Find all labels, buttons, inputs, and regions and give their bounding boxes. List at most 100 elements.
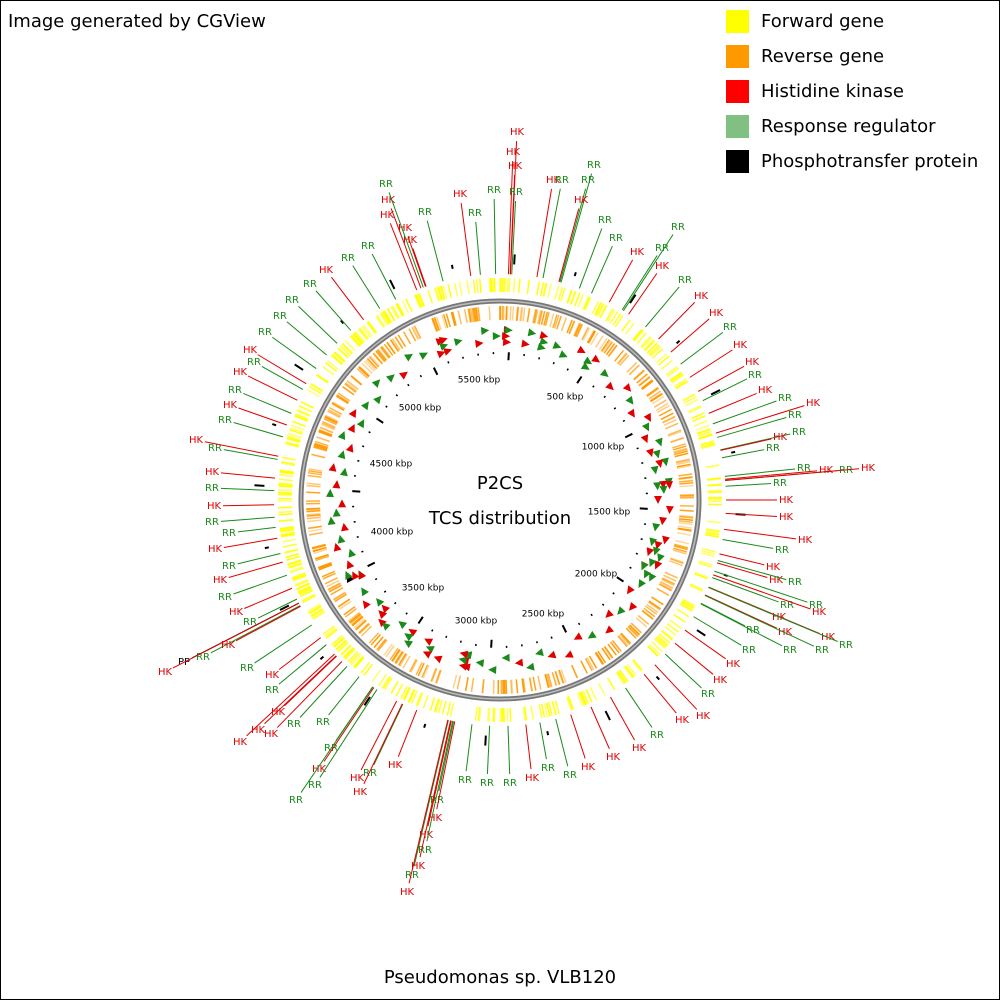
feature-label: HK: [812, 607, 827, 618]
forward-gene: [333, 352, 345, 363]
forward-gene: [446, 701, 452, 716]
reverse-gene: [662, 415, 676, 424]
feature-line: [204, 441, 279, 457]
feature-line: [222, 504, 275, 507]
inner-tick: [641, 462, 644, 465]
feature-line: [426, 720, 454, 842]
reverse-gene: [568, 320, 576, 335]
forward-gene: [649, 346, 662, 357]
scale-label: 1000 kbp: [582, 443, 625, 453]
forward-gene: [307, 388, 320, 398]
forward-gene: [626, 663, 637, 676]
reverse-gene: [383, 343, 394, 356]
forward-gene: [698, 433, 713, 439]
forward-gene: [297, 585, 311, 593]
forward-gene: [325, 362, 338, 372]
feature-label: HK: [233, 367, 248, 378]
reverse-gene: [442, 314, 449, 328]
reverse-gene: [349, 613, 362, 625]
feature-marker: [573, 632, 583, 640]
forward-gene: [701, 444, 716, 450]
feature-marker: [352, 571, 360, 581]
forward-gene: [308, 605, 322, 615]
reverse-gene: [678, 519, 693, 524]
forward-gene: [695, 424, 710, 431]
feature-label: HK: [508, 161, 523, 172]
reverse-gene: [650, 393, 663, 403]
forward-gene: [570, 291, 577, 305]
feature-line: [714, 570, 808, 603]
forward-gene: [584, 296, 592, 311]
forward-gene: [643, 339, 655, 351]
inner-tick: [459, 640, 462, 643]
forward-gene: [669, 619, 682, 629]
forward-gene: [479, 278, 482, 293]
reverse-gene: [603, 646, 613, 659]
feature-marker: [337, 450, 346, 460]
feature-marker: [587, 630, 597, 639]
reverse-gene: [515, 679, 519, 694]
forward-gene: [545, 702, 551, 717]
forward-gene: [342, 646, 354, 658]
reverse-gene: [358, 365, 370, 377]
forward-gene: [517, 278, 521, 293]
reverse-gene: [376, 349, 387, 362]
feature-marker: [641, 561, 649, 571]
forward-gene: [675, 380, 689, 390]
feature-marker: [347, 423, 355, 433]
reverse-gene: [308, 528, 323, 533]
inner-tick: [383, 590, 387, 593]
forward-gene: [278, 510, 293, 514]
feature-label: RR: [316, 717, 330, 728]
reverse-gene: [617, 353, 628, 365]
reverse-gene: [649, 392, 663, 402]
feature-marker: [649, 537, 658, 547]
feature-marker: [662, 535, 670, 545]
forward-gene: [282, 543, 297, 548]
reverse-gene: [575, 324, 584, 338]
feature-marker: [337, 534, 346, 544]
feature-label: RR: [303, 279, 317, 290]
inner-tick: [635, 552, 639, 555]
inner-tick: [640, 538, 643, 541]
feature-marker: [599, 368, 609, 378]
feature-label: HK: [713, 675, 728, 686]
reverse-gene: [620, 632, 632, 645]
forward-gene: [472, 279, 476, 294]
reverse-gene: [450, 312, 456, 326]
forward-gene: [655, 636, 668, 647]
reverse-gene: [675, 539, 690, 545]
inner-tick: [622, 419, 626, 423]
forward-gene: [701, 550, 716, 555]
inner-tick: [432, 367, 439, 376]
feature-label: HK: [779, 512, 794, 523]
feature-line: [542, 188, 561, 279]
reverse-gene: [408, 328, 417, 342]
reverse-gene: [381, 345, 391, 358]
reverse-gene: [574, 323, 583, 337]
outer-tick: [655, 675, 660, 681]
forward-gene: [380, 312, 390, 325]
reverse-gene: [309, 531, 324, 536]
forward-gene: [655, 353, 668, 364]
feature-label: RR: [788, 577, 802, 588]
reverse-gene: [330, 587, 344, 596]
feature-marker: [536, 342, 546, 351]
reverse-gene: [336, 394, 350, 404]
forward-gene: [316, 373, 329, 384]
reverse-gene: [667, 429, 682, 436]
feature-marker: [333, 542, 342, 552]
feature-label: RR: [797, 463, 811, 474]
forward-gene: [427, 289, 434, 304]
inner-tick: [367, 561, 376, 568]
inner-tick: [612, 592, 615, 595]
feature-line: [724, 528, 797, 540]
inner-tick: [535, 641, 538, 644]
feature-label: RR: [379, 179, 393, 190]
forward-gene: [581, 690, 588, 705]
inner-tick: [629, 566, 632, 569]
reverse-gene: [656, 587, 670, 597]
feature-line: [725, 512, 778, 517]
forward-gene: [560, 287, 566, 302]
feature-marker: [422, 651, 432, 659]
